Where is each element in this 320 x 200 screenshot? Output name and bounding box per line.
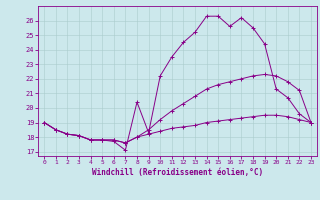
X-axis label: Windchill (Refroidissement éolien,°C): Windchill (Refroidissement éolien,°C) xyxy=(92,168,263,177)
